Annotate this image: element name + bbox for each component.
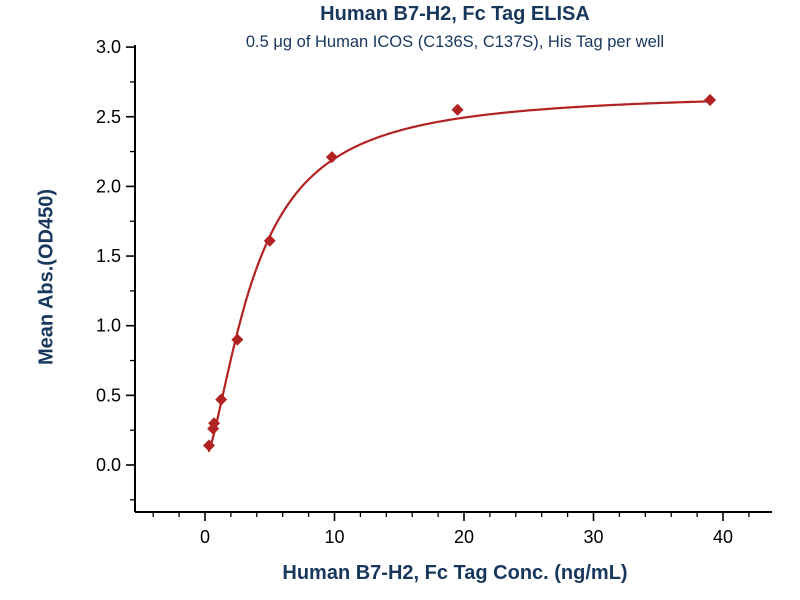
data-point-marker xyxy=(203,439,216,452)
x-axis-label: Human B7-H2, Fc Tag Conc. (ng/mL) xyxy=(282,562,628,584)
data-point-marker xyxy=(208,417,221,430)
data-point-marker xyxy=(263,234,276,247)
y-tick-label: 0.0 xyxy=(96,455,121,475)
x-tick-label: 20 xyxy=(454,527,474,547)
y-tick-label: 0.5 xyxy=(96,385,121,405)
data-point-marker xyxy=(325,151,338,164)
chart-subtitle: 0.5 μg of Human ICOS (C136S, C137S), His… xyxy=(245,33,665,51)
x-tick-label: 10 xyxy=(324,527,344,547)
y-tick-label: 1.0 xyxy=(96,316,121,336)
data-point-marker xyxy=(451,103,464,116)
chart-title: Human B7-H2, Fc Tag ELISA xyxy=(320,3,590,25)
data-point-marker xyxy=(215,393,228,406)
y-tick-label: 1.5 xyxy=(96,246,121,266)
y-tick-label: 3.0 xyxy=(96,37,121,57)
y-tick-label: 2.0 xyxy=(96,176,121,196)
x-tick-label: 30 xyxy=(583,527,603,547)
y-tick-label: 2.5 xyxy=(96,107,121,127)
data-point-marker xyxy=(704,94,717,107)
data-point-marker xyxy=(231,333,244,346)
x-tick-label: 0 xyxy=(200,527,210,547)
x-tick-label: 40 xyxy=(713,527,733,547)
fit-curve xyxy=(207,100,712,453)
